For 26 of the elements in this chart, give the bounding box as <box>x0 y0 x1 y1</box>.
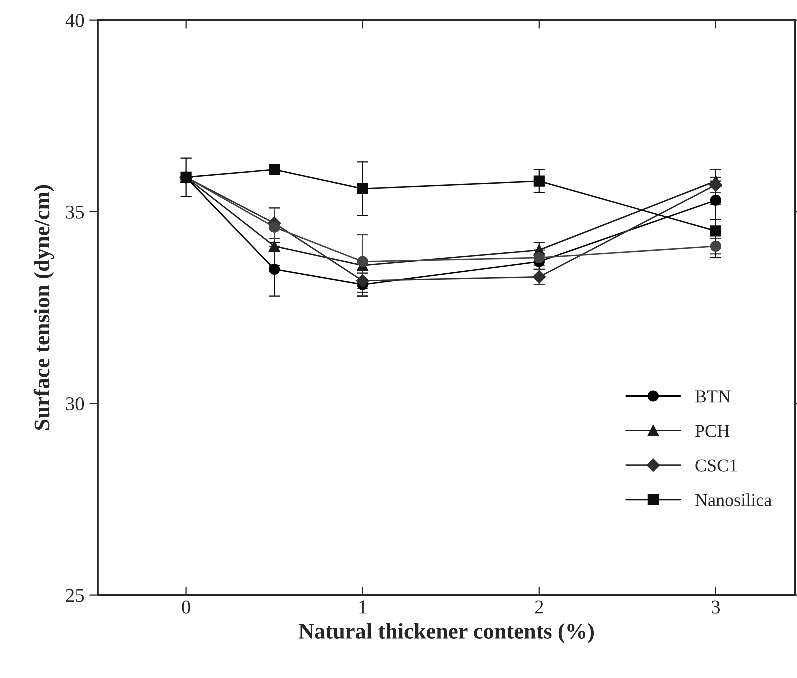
y-tick-label: 40 <box>66 14 84 28</box>
point <box>534 252 545 264</box>
point <box>710 240 722 252</box>
y-tick-label: 25 <box>66 589 84 602</box>
x-tick-label: 0 <box>182 600 190 614</box>
y-tick-label: 35 <box>66 206 84 219</box>
point <box>269 164 280 176</box>
point <box>357 183 368 195</box>
x-tick-label: 1 <box>360 600 367 614</box>
point <box>356 274 370 288</box>
point <box>269 264 280 276</box>
point <box>269 222 280 233</box>
y-tick-label: 30 <box>66 397 84 411</box>
legend-label: BTN <box>695 390 731 403</box>
point <box>357 256 368 268</box>
point <box>710 226 722 237</box>
point <box>710 194 722 206</box>
legend-label: Nanosilica <box>695 494 772 506</box>
x-tick-label: 2 <box>535 600 544 614</box>
legend-label: PCH <box>695 425 730 438</box>
legend-label: CSC1 <box>696 460 738 472</box>
x-tick-label: 3 <box>712 600 720 614</box>
x-axis-title: Natural thickener contents (%) <box>298 623 594 644</box>
y-axis-title: Surface tension (dyne/cm) <box>34 185 54 430</box>
point <box>534 176 545 187</box>
point <box>269 240 280 252</box>
